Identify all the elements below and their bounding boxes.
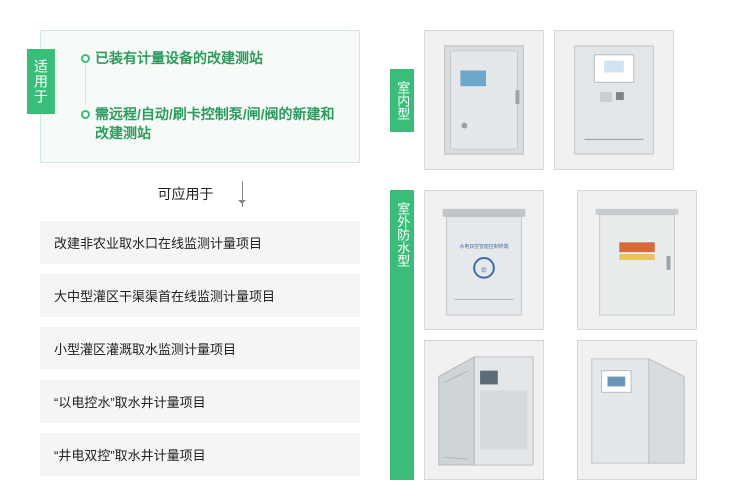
cabinet-icon <box>578 341 696 479</box>
bullet-row: 已装有计量设备的改建测站 <box>81 49 345 69</box>
bullet-list: 已装有计量设备的改建测站 需远程/自动/刷卡控制泵/闸/阀的新建和改建测站 <box>81 49 345 144</box>
cabinet-icon <box>578 191 696 329</box>
bullet-dot-icon <box>81 54 90 63</box>
applies-box: 适用于 已装有计量设备的改建测站 需远程/自动/刷卡控制泵/闸/阀的新建和改建测… <box>40 30 360 163</box>
thumbs-outdoor: 水电双控智能控制终端 ㊣ <box>424 190 720 480</box>
cabinet-icon <box>425 31 543 169</box>
cabinet-image <box>424 30 544 170</box>
left-column: 适用于 已装有计量设备的改建测站 需远程/自动/刷卡控制泵/闸/阀的新建和改建测… <box>40 30 360 480</box>
bullet-text: 需远程/自动/刷卡控制泵/闸/阀的新建和改建测站 <box>95 105 345 144</box>
down-arrow-icon <box>242 181 243 207</box>
right-column: 室内型 <box>390 30 720 480</box>
cabinet-image <box>577 340 697 480</box>
thumbs-indoor <box>424 30 720 170</box>
cabinet-image: 水电双控智能控制终端 ㊣ <box>424 190 544 330</box>
svg-text:㊣: ㊣ <box>481 266 487 274</box>
application-list: 改建非农业取水口在线监测计量项目 大中型灌区干渠渠首在线监测计量项目 小型灌区灌… <box>40 221 360 476</box>
type-tag-indoor: 室内型 <box>390 69 414 132</box>
product-row-indoor: 室内型 <box>390 30 720 170</box>
layout-wrap: 适用于 已装有计量设备的改建测站 需远程/自动/刷卡控制泵/闸/阀的新建和改建测… <box>40 30 720 480</box>
bullet-dot-icon <box>81 110 90 119</box>
list-item: 大中型灌区干渠渠首在线监测计量项目 <box>40 274 360 317</box>
mid-row: 可应用于 <box>40 181 360 207</box>
bullet-text: 已装有计量设备的改建测站 <box>95 49 263 69</box>
product-row-outdoor: 室外防水型 水电双控智能控制终端 ㊣ <box>390 190 720 480</box>
list-item: 改建非农业取水口在线监测计量项目 <box>40 221 360 264</box>
bullet-row: 需远程/自动/刷卡控制泵/闸/阀的新建和改建测站 <box>81 105 345 144</box>
cabinet-icon: 水电双控智能控制终端 ㊣ <box>425 191 543 329</box>
list-item: 小型灌区灌溉取水监测计量项目 <box>40 327 360 370</box>
cabinet-image <box>424 340 544 480</box>
mid-label: 可应用于 <box>158 184 214 204</box>
type-tag-outdoor: 室外防水型 <box>390 190 414 480</box>
applies-tag: 适用于 <box>27 49 55 114</box>
cabinet-icon <box>425 341 543 479</box>
cabinet-icon <box>555 31 673 169</box>
cabinet-image <box>554 30 674 170</box>
list-item: “以电控水”取水井计量项目 <box>40 380 360 423</box>
list-item: “井电双控”取水井计量项目 <box>40 433 360 476</box>
svg-text:水电双控智能控制终端: 水电双控智能控制终端 <box>460 243 509 250</box>
cabinet-image <box>577 190 697 330</box>
